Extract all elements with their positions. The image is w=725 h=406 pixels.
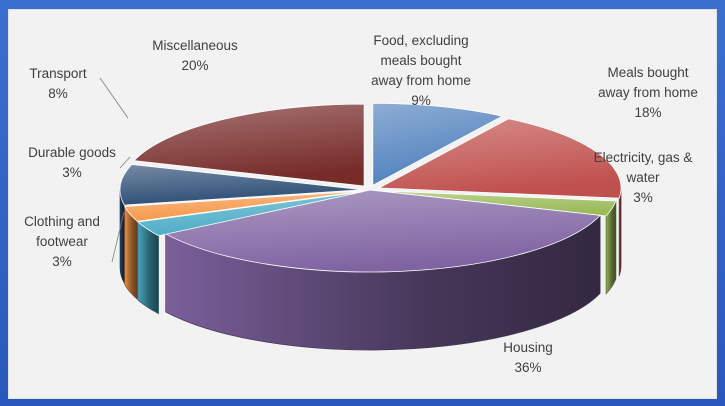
slice-label: Housing 36% [503, 340, 553, 375]
pie-slice [164, 189, 602, 273]
leader-line [111, 211, 125, 263]
slice-label: Electricity, gas & water 3% [594, 150, 693, 205]
leader-line [99, 77, 129, 119]
slice-label: Food, excluding meals bought away from hom… [371, 33, 471, 108]
slice-label: Clothing and footwear 3% [24, 214, 100, 269]
slice-label: Transport 8% [29, 66, 87, 101]
pie-slice [123, 190, 363, 222]
pie-depth [119, 187, 622, 351]
slice-label: Durable goods 3% [28, 145, 116, 180]
slice-labels: Food, excluding meals bought away from hom… [24, 33, 698, 375]
leader-lines [99, 77, 131, 263]
pie-top [119, 102, 622, 273]
slice-label: Miscellaneous 20% [152, 38, 238, 73]
pie-slice [372, 102, 504, 186]
pie-slice [136, 191, 363, 237]
pie-slice-side [124, 205, 138, 300]
pie-slice-side [137, 221, 159, 315]
pie-slice [119, 163, 363, 206]
pie-slice [377, 118, 622, 199]
pie-slice [133, 103, 365, 187]
pie-slice-side [618, 187, 622, 277]
leader-line [119, 156, 131, 169]
slice-label: Meals bought away from home 18% [598, 65, 698, 120]
